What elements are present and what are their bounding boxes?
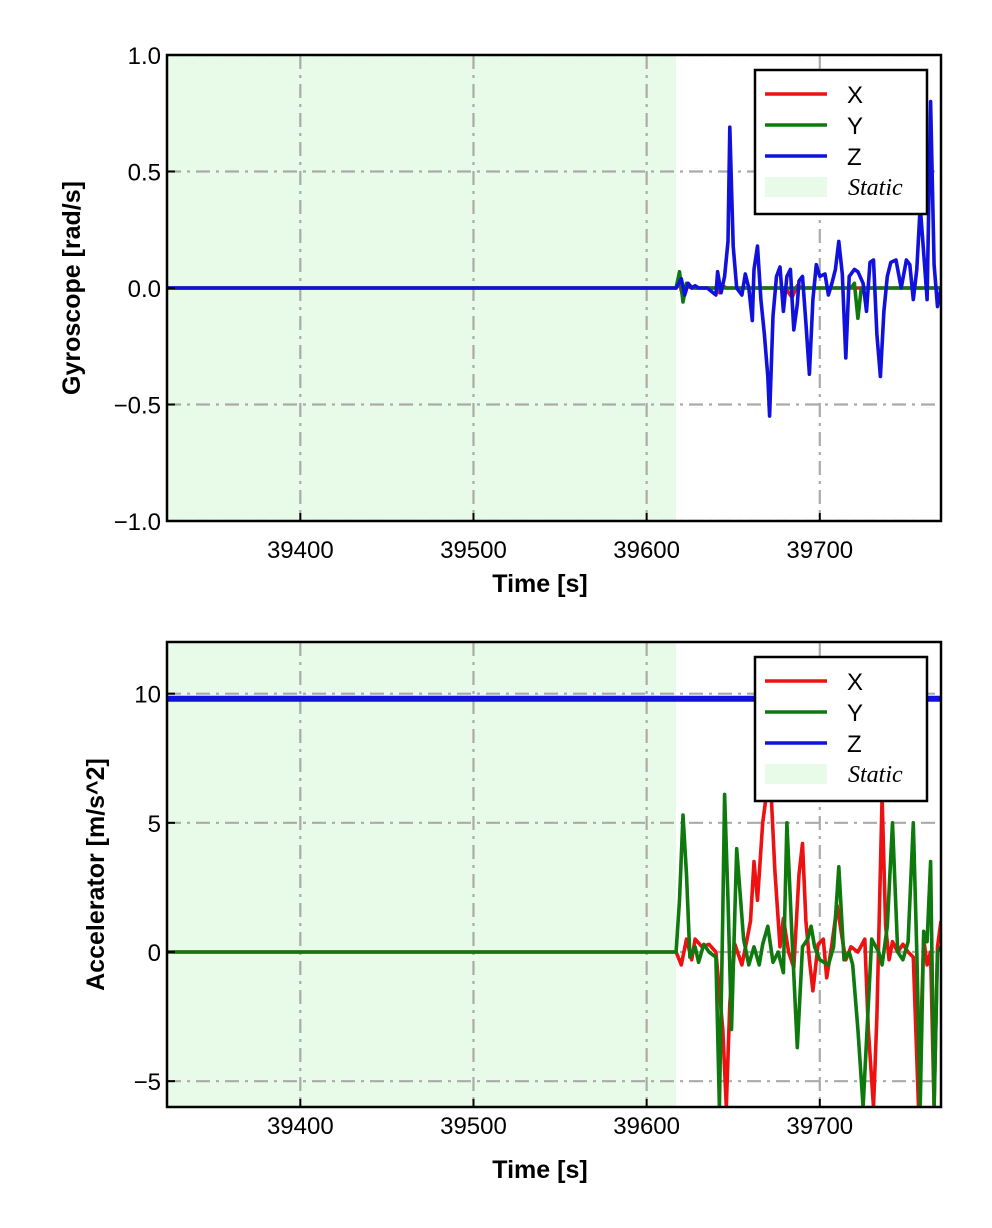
y-tick-label: 0.0 xyxy=(128,276,161,303)
y-tick-label: −0.5 xyxy=(114,393,161,420)
y-axis-label: Accelerator [m/s^2] xyxy=(82,758,110,991)
accelerometer-panel: 39400 39500 39600 39700 −5 0 5 10 Time [s] Accele… xyxy=(82,640,943,1184)
legend-swatch-static xyxy=(765,764,827,784)
y-tick-label: −1.0 xyxy=(114,509,161,536)
series-line-y xyxy=(167,792,941,1107)
x-tick-label: 39600 xyxy=(613,1113,680,1140)
x-axis-label: Time [s] xyxy=(492,1156,587,1184)
x-tick-label: 39400 xyxy=(267,537,334,564)
gyroscope-plot-area xyxy=(167,55,941,521)
axes-frame xyxy=(165,640,943,1109)
legend-label-static: Static xyxy=(848,175,903,201)
legend-label-z: Z xyxy=(847,731,862,758)
legend-label-y: Y xyxy=(847,113,863,140)
x-tick-label: 39500 xyxy=(440,1113,507,1140)
legend-label-static: Static xyxy=(848,762,903,788)
y-tick-label: 1.0 xyxy=(128,43,161,70)
y-tick-label: 10 xyxy=(134,682,161,709)
legend: XYZ Static xyxy=(753,68,929,216)
x-tick-label: 39600 xyxy=(613,537,680,564)
x-tick-label: 39400 xyxy=(267,1113,334,1140)
y-axis-label: Gyroscope [rad/s] xyxy=(58,181,86,395)
legend: XYZ Static xyxy=(753,655,929,803)
y-tick-label: 0.5 xyxy=(128,160,161,187)
y-tick-label: 0 xyxy=(148,940,161,967)
legend-label-x: X xyxy=(847,82,863,109)
series-line-x xyxy=(167,782,941,1107)
x-tick-label: 39500 xyxy=(440,537,507,564)
x-tick-label: 39700 xyxy=(786,1113,853,1140)
y-tick-label: 5 xyxy=(148,811,161,838)
legend-label-z: Z xyxy=(847,144,862,171)
legend-swatch-static xyxy=(765,177,827,197)
x-axis-label: Time [s] xyxy=(492,570,587,598)
legend-label-y: Y xyxy=(847,700,863,727)
gyroscope-panel: 39400 39500 39600 39700 −1.0 −0.5 0.0 0.5 1.0 Tim… xyxy=(58,43,943,598)
x-tick-label: 39700 xyxy=(786,537,853,564)
series-line-z xyxy=(167,99,941,418)
y-tick-label: −5 xyxy=(134,1069,161,1096)
static-region xyxy=(167,642,677,1107)
legend-label-x: X xyxy=(847,669,863,696)
